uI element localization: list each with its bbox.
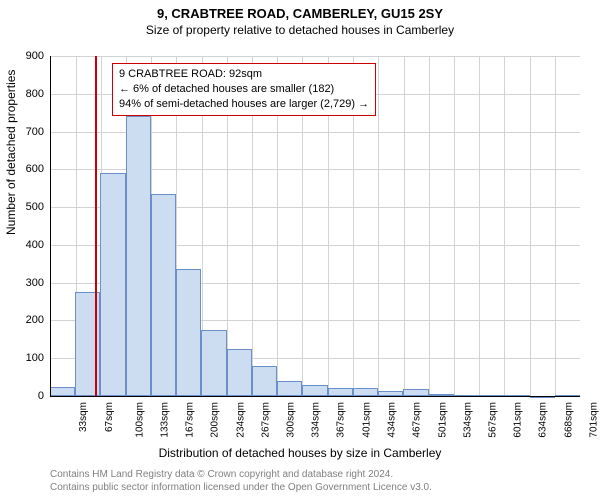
y-tick-label: 300 (16, 277, 44, 289)
attribution-line: Contains HM Land Registry data © Crown c… (50, 468, 432, 481)
y-tick-label: 700 (16, 126, 44, 138)
x-tick-label: 567sqm (487, 402, 498, 438)
x-tick-label: 267sqm (260, 402, 271, 438)
histogram-bar (353, 388, 378, 396)
gridline-v (530, 56, 531, 396)
histogram-bar (75, 292, 100, 396)
y-tick-label: 800 (16, 88, 44, 100)
histogram-bar (227, 349, 252, 396)
x-axis-line (50, 396, 580, 397)
x-tick-label: 67sqm (104, 402, 115, 432)
x-tick-label: 367sqm (336, 402, 347, 438)
x-tick-label: 300sqm (285, 402, 296, 438)
x-tick-label: 701sqm (588, 402, 599, 438)
gridline-v (555, 56, 556, 396)
histogram-bar (151, 194, 176, 396)
annotation-line: 9 CRABTREE ROAD: 92sqm (119, 67, 369, 82)
gridline-v (454, 56, 455, 396)
histogram-bar (302, 385, 327, 396)
x-tick-label: 100sqm (134, 402, 145, 438)
y-tick-label: 600 (16, 163, 44, 175)
attribution-line: Contains public sector information licen… (50, 481, 432, 494)
x-tick-label: 668sqm (563, 402, 574, 438)
histogram-bar (328, 388, 353, 396)
y-tick-label: 400 (16, 239, 44, 251)
x-tick-label: 467sqm (412, 402, 423, 438)
y-tick-label: 900 (16, 50, 44, 62)
x-tick-label: 200sqm (210, 402, 221, 438)
x-tick-label: 33sqm (78, 402, 89, 432)
page-subtitle: Size of property relative to detached ho… (0, 21, 600, 37)
histogram-bar (403, 389, 428, 396)
y-tick-label: 200 (16, 314, 44, 326)
gridline-v (429, 56, 430, 396)
x-tick-label: 501sqm (437, 402, 448, 438)
x-tick-label: 167sqm (185, 402, 196, 438)
histogram-bar (176, 269, 201, 396)
gridline-h (50, 56, 580, 57)
x-tick-label: 601sqm (513, 402, 524, 438)
gridline-v (378, 56, 379, 396)
y-axis-line (50, 56, 51, 396)
histogram-bar (252, 366, 277, 396)
page-title: 9, CRABTREE ROAD, CAMBERLEY, GU15 2SY (0, 0, 600, 21)
y-tick-label: 500 (16, 201, 44, 213)
y-tick-label: 100 (16, 352, 44, 364)
x-axis-label: Distribution of detached houses by size … (0, 446, 600, 460)
x-tick-label: 634sqm (538, 402, 549, 438)
histogram-bar (201, 330, 226, 396)
y-tick-label: 0 (16, 390, 44, 402)
x-tick-label: 434sqm (387, 402, 398, 438)
annotation-line: ← 6% of detached houses are smaller (182… (119, 82, 369, 97)
histogram-bar (100, 173, 125, 396)
annotation-line: 94% of semi-detached houses are larger (… (119, 97, 369, 112)
reference-line (95, 56, 97, 396)
x-tick-label: 133sqm (159, 402, 170, 438)
x-tick-label: 401sqm (362, 402, 373, 438)
gridline-v (504, 56, 505, 396)
histogram-bar (126, 116, 151, 396)
annotation-box: 9 CRABTREE ROAD: 92sqm← 6% of detached h… (112, 63, 376, 116)
histogram-bar (50, 387, 75, 396)
gridline-v (404, 56, 405, 396)
chart-container: 9, CRABTREE ROAD, CAMBERLEY, GU15 2SY Si… (0, 0, 600, 500)
x-tick-label: 334sqm (311, 402, 322, 438)
histogram-bar (277, 381, 302, 396)
gridline-v (479, 56, 480, 396)
x-tick-label: 234sqm (235, 402, 246, 438)
attribution: Contains HM Land Registry data © Crown c… (50, 468, 432, 494)
x-tick-label: 534sqm (462, 402, 473, 438)
